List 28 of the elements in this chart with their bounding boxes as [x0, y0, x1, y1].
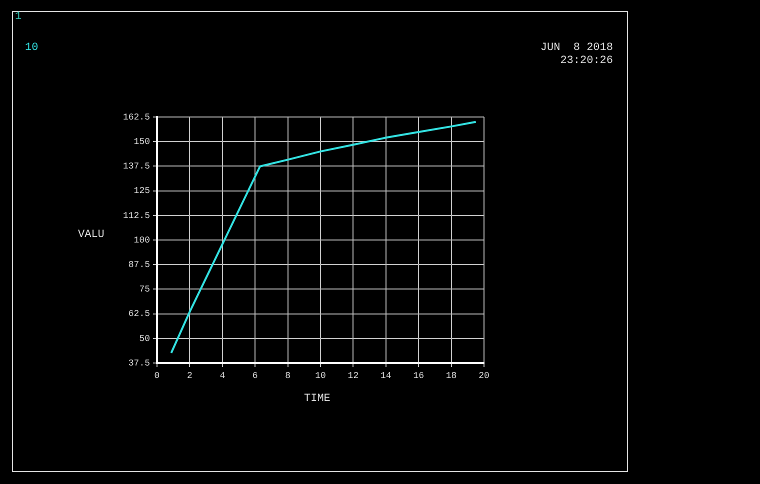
y-axis-title: VALU [78, 229, 104, 241]
text: 23:20:26 [560, 55, 613, 67]
x-axis-title: TIME [304, 393, 330, 405]
y-tick-label: 112.5 [122, 210, 150, 221]
x-tick-label: 10 [315, 370, 326, 381]
text: JUN 8 2018 [540, 42, 613, 54]
x-tick-label: 8 [285, 370, 291, 381]
x-tick-label: 4 [220, 370, 226, 381]
y-tick-label: 87.5 [128, 260, 150, 270]
y-tick-label: 37.5 [128, 358, 150, 368]
x-tick-label: 14 [380, 370, 392, 381]
text: 10 [25, 42, 38, 54]
y-tick-label: 100 [134, 235, 150, 246]
x-tick-label: 6 [252, 370, 258, 381]
y-tick-label: 125 [134, 186, 150, 196]
y-tick-label: 50 [139, 334, 150, 344]
y-tick-label: 137.5 [122, 162, 150, 172]
x-tick-label: 2 [186, 370, 192, 381]
text: 1 [15, 11, 22, 23]
y-tick-label: 75 [139, 284, 150, 295]
x-tick-label: 20 [478, 370, 490, 381]
x-tick-label: 18 [446, 370, 457, 381]
x-tick-label: 0 [154, 370, 160, 381]
y-tick-label: 162.5 [122, 112, 150, 122]
y-tick-label: 150 [134, 136, 150, 147]
x-tick-label: 12 [348, 370, 359, 381]
y-tick-label: 62.5 [128, 309, 150, 320]
x-tick-label: 16 [413, 370, 424, 381]
